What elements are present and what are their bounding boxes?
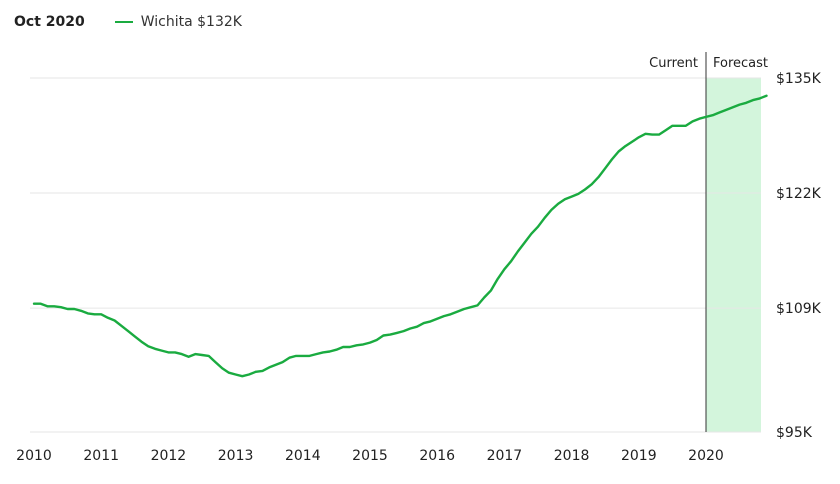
x-tick-label: 2013 (218, 448, 254, 464)
series-line-wichita (32, 94, 768, 378)
x-tick-label: 2018 (554, 448, 590, 464)
date-label: Oct 2020 (14, 14, 85, 30)
x-tick-label: 2020 (688, 448, 724, 464)
x-tick-label: 2015 (352, 448, 388, 464)
forecast-region (706, 78, 761, 432)
y-tick-label: $109K (776, 301, 822, 317)
x-tick-label: 2019 (621, 448, 657, 464)
x-tick-label: 2011 (83, 448, 119, 464)
x-tick-label: 2012 (151, 448, 187, 464)
forecast-annotation: Forecast (713, 56, 768, 71)
chart-header: Oct 2020 Wichita $132K (14, 14, 242, 30)
legend-label: Wichita $132K (140, 14, 242, 30)
legend: Wichita $132K (114, 14, 242, 30)
x-tick-label: 2014 (285, 448, 321, 464)
x-tick-label: 2010 (16, 448, 52, 464)
x-tick-label: 2016 (419, 448, 455, 464)
legend-line-swatch (114, 21, 133, 23)
y-tick-label: $122K (776, 186, 822, 202)
current-annotation: Current (649, 56, 698, 71)
y-tick-label: $135K (776, 71, 822, 87)
y-tick-label: $95K (776, 425, 813, 441)
x-tick-label: 2017 (487, 448, 523, 464)
